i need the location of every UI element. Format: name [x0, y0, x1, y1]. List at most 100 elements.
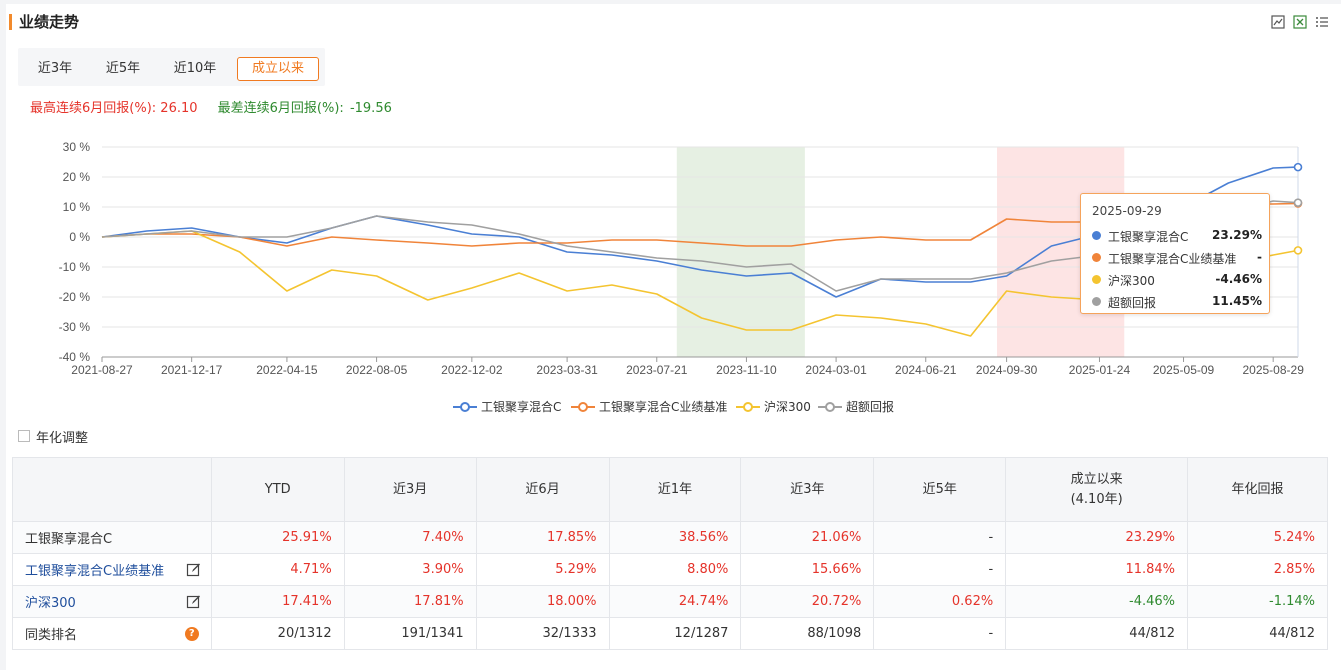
table-cell: - — [873, 553, 1007, 586]
row-label-cell: 工银聚享混合C业绩基准 — [12, 553, 212, 586]
column-header-text: 成立以来 — [1070, 471, 1123, 487]
tooltip-series-value: 23.29% — [1212, 228, 1262, 242]
header-toolbar — [1271, 14, 1329, 29]
legend-line-marker-icon — [571, 402, 595, 412]
card-header: 业绩走势 — [6, 4, 1341, 38]
tooltip-row: 超额回报 11.45% — [1092, 294, 1262, 310]
tooltip-row: 工银聚享混合C业绩基准 - — [1092, 250, 1262, 266]
x-tick-label: 2022-04-15 — [256, 363, 318, 377]
y-tick-label: -10 % — [59, 260, 91, 274]
legend-line-marker-icon — [818, 402, 842, 412]
table-cell: 17.41% — [210, 585, 345, 618]
y-tick-label: 10 % — [63, 200, 91, 214]
table-cell: 12/1287 — [608, 617, 742, 650]
series-color-dot — [1092, 253, 1101, 262]
shaded-period — [676, 147, 805, 357]
tab-10-years[interactable]: 近10年 — [173, 61, 217, 76]
x-tick-label: 2023-11-10 — [716, 363, 777, 377]
table-row: 同类排名 ? 20/1312 191/1341 32/1333 12/1287 … — [12, 617, 1328, 650]
table-cell: 17.81% — [343, 585, 477, 618]
table-cell: -1.14% — [1187, 585, 1328, 618]
y-tick-label: -30 % — [59, 320, 91, 334]
list-menu-icon[interactable] — [1315, 14, 1329, 28]
help-icon[interactable]: ? — [184, 627, 199, 641]
x-tick-label: 2021-08-27 — [71, 363, 133, 377]
x-tick-label: 2025-08-29 — [1242, 363, 1304, 377]
row-label-cell: 同类排名 ? — [12, 617, 212, 650]
index-link[interactable]: 沪深300 — [25, 596, 76, 611]
y-tick-label: -40 % — [59, 350, 91, 364]
edit-icon[interactable] — [186, 594, 201, 609]
edit-icon[interactable] — [186, 562, 201, 577]
x-tick-label: 2023-07-21 — [626, 363, 688, 377]
tooltip-date: 2025-09-29 — [1092, 204, 1162, 218]
performance-table: YTD 近3月 近6月 近1年 近3年 近5年 成立以来 (4.10年) 年化回报… — [12, 457, 1328, 650]
table-cell: 15.66% — [740, 553, 875, 586]
y-tick-label: 0 % — [69, 230, 90, 244]
column-header: 年化回报 — [1187, 457, 1328, 522]
legend-line-marker-icon — [453, 402, 477, 412]
table-cell: 32/1333 — [475, 617, 610, 650]
table-cell: 24.74% — [608, 585, 742, 618]
column-header-subtext: (4.10年) — [1070, 491, 1123, 507]
tooltip-row: 工银聚享混合C 23.29% — [1092, 228, 1262, 244]
annualize-label: 年化调整 — [36, 431, 89, 446]
hover-point — [1293, 162, 1303, 172]
x-tick-label: 2022-08-05 — [346, 363, 408, 377]
tab-3-years[interactable]: 近3年 — [37, 61, 73, 76]
row-label: 工银聚享混合C — [12, 521, 212, 554]
x-tick-label: 2025-01-24 — [1069, 363, 1131, 377]
table-cell: 21.06% — [740, 521, 875, 554]
worst-streak-value: -19.56 — [349, 101, 392, 116]
tooltip-series-value: 11.45% — [1212, 294, 1262, 308]
tooltip-series-name: 工银聚享混合C — [1108, 230, 1189, 244]
table-cell: 38.56% — [608, 521, 742, 554]
x-tick-label: 2022-12-02 — [441, 363, 503, 377]
table-cell: 11.84% — [1005, 553, 1189, 586]
tooltip-series-value: - — [1257, 250, 1262, 264]
hover-point — [1293, 246, 1303, 255]
export-excel-icon[interactable] — [1293, 14, 1307, 29]
column-header: 近3年 — [740, 457, 875, 522]
table-row: 沪深300 17.41% 17.81% 18.00% 24.74% 20.72%… — [12, 585, 1328, 618]
table-cell: 44/812 — [1187, 617, 1328, 650]
column-header: YTD — [210, 457, 345, 522]
table-cell: - — [873, 521, 1007, 554]
table-row: 工银聚享混合C业绩基准 4.71% 3.90% 5.29% 8.80% 15.6… — [12, 553, 1328, 586]
legend-label: 超额回报 — [846, 400, 895, 414]
best-streak-label: 最高连续6月回报(%): — [30, 101, 157, 116]
legend-label: 沪深300 — [764, 400, 811, 414]
tab-since-inception[interactable]: 成立以来 — [237, 57, 319, 81]
hover-markers — [1293, 147, 1303, 357]
tooltip-series-name: 沪深300 — [1108, 274, 1155, 288]
x-tick-label: 2024-09-30 — [976, 363, 1038, 377]
best-streak-value: 26.10 — [160, 101, 198, 116]
column-header: 近1年 — [608, 457, 742, 522]
annualize-checkbox[interactable] — [18, 430, 30, 442]
tooltip-series-name: 工银聚享混合C业绩基准 — [1108, 252, 1237, 266]
row-label-cell: 沪深300 — [12, 585, 212, 618]
chart-legend: 工银聚享混合C 工银聚享混合C业绩基准 沪深300 超额回报 — [0, 398, 1341, 418]
streak-returns: 最高连续6月回报(%): 26.10 最差连续6月回报(%): -19.56 — [30, 97, 392, 116]
chart-tooltip: 2025-09-29 工银聚享混合C 23.29% 工银聚享混合C业绩基准 - … — [1080, 193, 1270, 314]
tooltip-series-name: 超额回报 — [1108, 296, 1157, 310]
x-tick-label: 2025-05-09 — [1153, 363, 1215, 377]
x-tick-label: 2024-06-21 — [895, 363, 957, 377]
zoom-chart-icon[interactable] — [1271, 14, 1285, 29]
table-cell: 191/1341 — [343, 617, 477, 650]
series-color-dot — [1092, 297, 1101, 306]
table-cell: 0.62% — [873, 585, 1007, 618]
x-tick-label: 2023-03-31 — [536, 363, 598, 377]
legend-label: 工银聚享混合C — [481, 400, 562, 414]
table-cell: 8.80% — [608, 553, 742, 586]
y-axis-ticks: 30 % 20 % 10 % 0 % -10 % -20 % -30 % -40 % — [59, 140, 91, 364]
table-cell: 5.24% — [1187, 521, 1328, 554]
table-cell: 3.90% — [343, 553, 477, 586]
tab-5-years[interactable]: 近5年 — [105, 61, 141, 76]
table-cell: 23.29% — [1005, 521, 1189, 554]
tooltip-series-value: -4.46% — [1215, 272, 1262, 286]
legend-label: 工银聚享混合C业绩基准 — [599, 400, 728, 414]
benchmark-link[interactable]: 工银聚享混合C业绩基准 — [25, 564, 165, 579]
table-cell: 17.85% — [475, 521, 610, 554]
x-tick-label: 2021-12-17 — [161, 363, 223, 377]
